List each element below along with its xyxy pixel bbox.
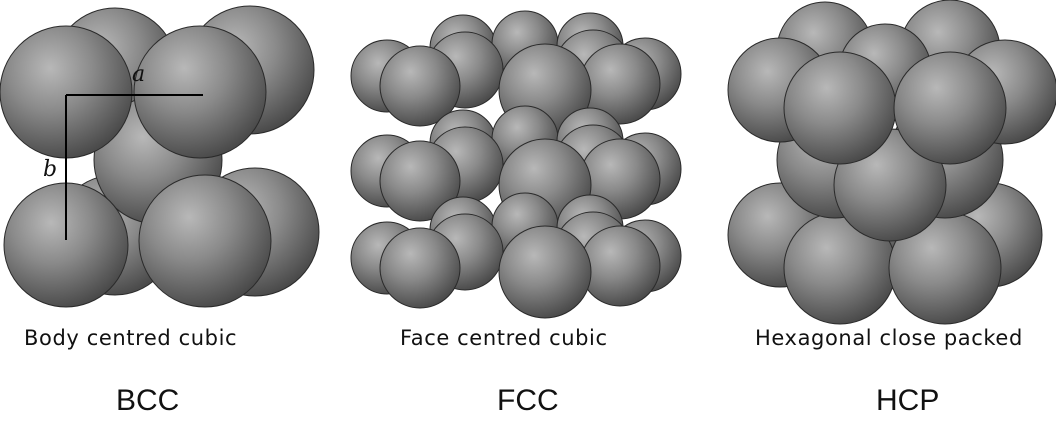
atom <box>379 45 461 127</box>
atom <box>498 225 592 319</box>
fcc-caption: Face centred cubic <box>400 326 608 350</box>
atom <box>133 25 267 159</box>
lattice-b-label: b <box>43 157 58 182</box>
bcc-sphere-model <box>0 5 320 308</box>
lattice-a-label: a <box>132 62 146 87</box>
bcc-diagram: a b <box>0 0 330 330</box>
atom <box>893 51 1007 165</box>
atom <box>379 227 461 309</box>
fcc-diagram <box>345 0 695 330</box>
hcp-sphere-model <box>727 0 1056 325</box>
atom <box>783 51 897 165</box>
fcc-abbreviation: FCC <box>497 384 559 417</box>
atom <box>579 225 661 307</box>
fcc-sphere-model <box>350 10 682 319</box>
hcp-caption: Hexagonal close packed <box>755 326 1023 350</box>
atom <box>379 140 461 222</box>
bcc-caption: Body centred cubic <box>24 326 238 350</box>
atom <box>138 174 272 308</box>
bcc-abbreviation: BCC <box>116 384 180 417</box>
hcp-abbreviation: HCP <box>876 384 940 417</box>
hcp-diagram <box>720 0 1056 330</box>
